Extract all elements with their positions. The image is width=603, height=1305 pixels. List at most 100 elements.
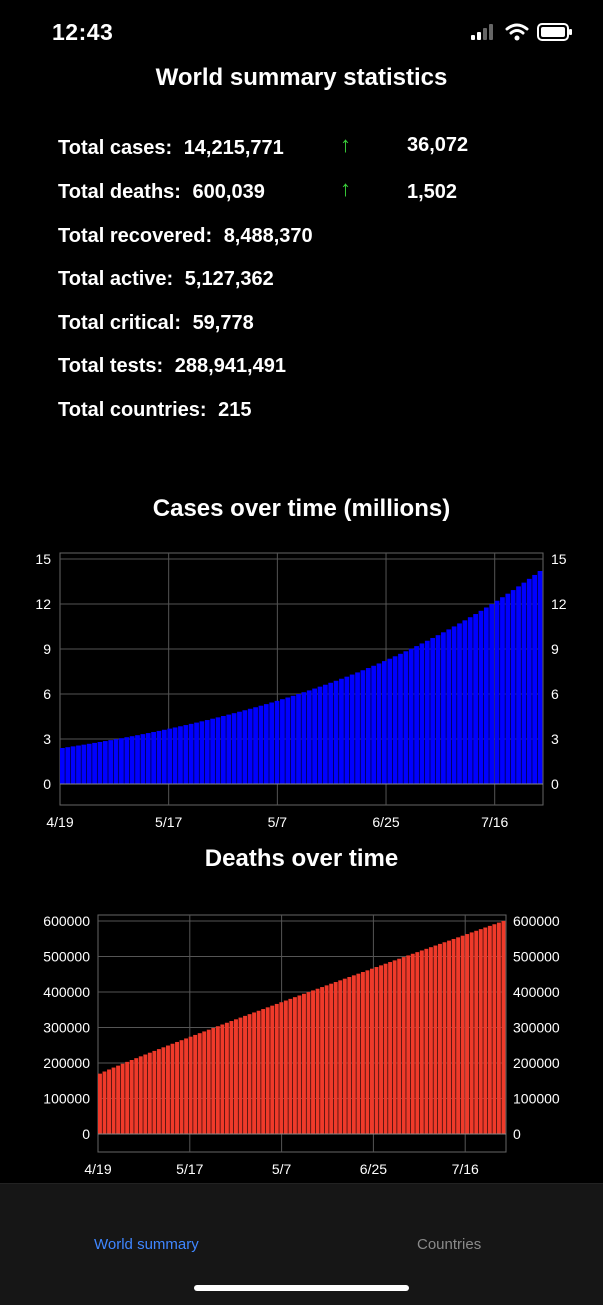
battery-icon [537, 23, 572, 41]
data-bar [124, 737, 130, 784]
data-bar [283, 1000, 288, 1134]
data-bar [414, 646, 419, 784]
data-bar [311, 990, 315, 1134]
y-tick-label: 300000 [513, 1020, 560, 1036]
data-bar [258, 705, 264, 784]
tab-world-summary[interactable]: World summary [94, 1236, 199, 1253]
data-bar [447, 940, 451, 1134]
data-bar [351, 975, 356, 1134]
data-bar [360, 670, 366, 784]
data-bar [206, 1029, 211, 1134]
y-tick-label: 500000 [43, 949, 90, 965]
chart-frame [59, 552, 544, 806]
y-tick-label: 6 [551, 686, 559, 702]
y-tick-label: 600000 [513, 913, 560, 929]
data-bar [424, 948, 429, 1134]
data-bar [172, 727, 178, 784]
page-title: World summary statistics [155, 64, 448, 91]
x-tick-label: 6/25 [372, 814, 399, 830]
y-tick-label: 200000 [513, 1055, 560, 1071]
y-tick-label: 600000 [43, 913, 90, 929]
up-arrow-icon: ↑ [340, 132, 351, 157]
data-bar [469, 932, 474, 1134]
cases-chart-title: Cases over time (millions) [152, 495, 451, 522]
stat-value: 5,127,362 [184, 268, 274, 290]
deaths-chart-title: Deaths over time [204, 845, 399, 872]
data-bar [355, 672, 360, 784]
data-bar [274, 1003, 279, 1134]
data-bar [292, 997, 297, 1134]
data-bar [406, 955, 411, 1134]
data-bar [231, 713, 237, 784]
home-indicator[interactable] [194, 1285, 409, 1291]
data-bar [441, 632, 446, 784]
data-bar [261, 1009, 266, 1134]
data-bar [129, 1060, 134, 1134]
data-bar [215, 1026, 220, 1134]
data-bar [324, 985, 329, 1134]
data-bar [451, 938, 456, 1134]
y-tick-label: 100000 [513, 1091, 560, 1107]
stat-value: 14,215,771 [183, 137, 284, 159]
data-bar [392, 656, 398, 784]
data-bar [178, 726, 183, 784]
y-tick-label: 15 [35, 551, 51, 567]
data-bar [252, 1012, 257, 1134]
data-bar [388, 962, 393, 1134]
tab-countries[interactable]: Countries [417, 1236, 482, 1253]
stat-value: 288,941,491 [174, 355, 286, 377]
data-bar [81, 744, 87, 784]
data-bar [487, 925, 492, 1134]
data-bar [387, 658, 393, 784]
data-bar [428, 947, 433, 1134]
data-bar [301, 692, 307, 784]
y-tick-label: 100000 [43, 1091, 90, 1107]
data-bar [370, 968, 374, 1134]
data-bar [237, 711, 242, 784]
data-bar [135, 735, 140, 784]
data-bar [220, 1024, 225, 1134]
data-bar [119, 738, 124, 784]
data-bar [474, 930, 479, 1134]
data-bar [457, 623, 462, 784]
stat-value: 215 [218, 399, 252, 421]
x-tick-label: 6/25 [360, 1161, 387, 1177]
cellular-signal-icon [471, 24, 493, 40]
data-bar [398, 653, 403, 784]
data-bar [194, 722, 199, 784]
data-bar [188, 1036, 193, 1134]
data-bar [451, 626, 457, 784]
data-bar [179, 1040, 184, 1134]
stat-label: Total recovered: [58, 225, 213, 247]
data-bar [349, 674, 355, 784]
up-arrow-icon: ↑ [340, 176, 351, 201]
data-bar [419, 643, 425, 784]
stat-total-deaths: Total deaths: 600,039 [58, 181, 265, 207]
data-bar [397, 958, 402, 1134]
y-tick-label: 12 [551, 596, 567, 612]
chart-frame [97, 914, 507, 1153]
data-bar [376, 663, 382, 784]
stat-delta-cases: 36,072 [407, 134, 469, 156]
data-bar [183, 725, 189, 784]
data-bar [143, 1054, 148, 1134]
y-tick-label: 15 [551, 551, 567, 567]
x-tick-label: 5/7 [268, 814, 288, 830]
data-bar [161, 1047, 166, 1134]
y-tick-label: 0 [43, 776, 51, 792]
data-bar [338, 980, 343, 1134]
data-bar [229, 1021, 234, 1134]
data-bar [156, 1049, 161, 1134]
data-bar [129, 736, 135, 784]
data-bar [320, 987, 325, 1134]
data-bar [102, 1071, 107, 1134]
data-bar [339, 678, 344, 784]
data-bar [473, 614, 478, 784]
y-tick-label: 9 [43, 641, 51, 657]
stat-total-cases: Total cases: 14,215,771 [58, 137, 284, 163]
status-icons [471, 23, 573, 41]
data-bar [483, 607, 489, 784]
stat-value: 600,039 [192, 181, 265, 203]
data-bar [256, 1010, 261, 1134]
data-bar [204, 720, 210, 784]
